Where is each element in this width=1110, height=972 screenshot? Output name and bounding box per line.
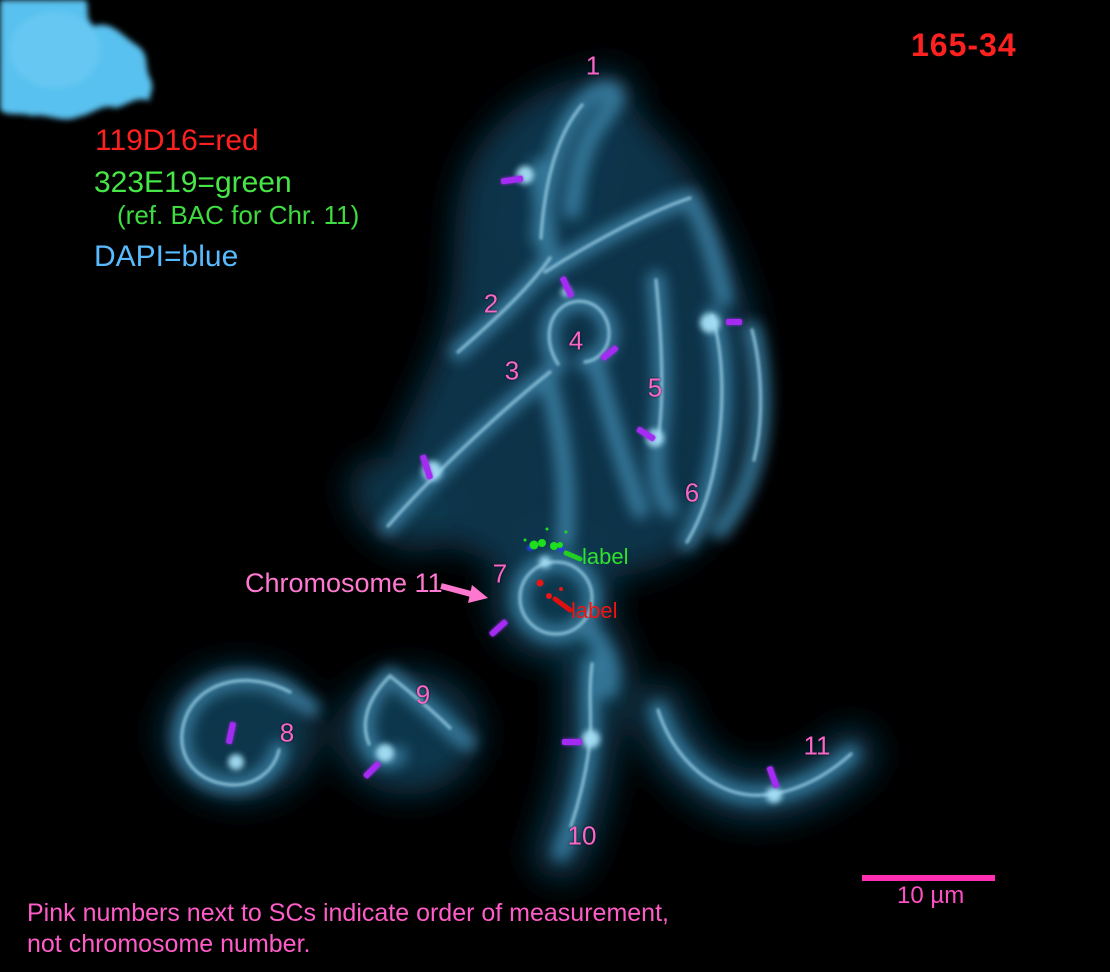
chromosome11-label: Chromosome 11 <box>245 568 443 598</box>
scale-bar <box>862 875 995 881</box>
sc-number-1: 1 <box>585 50 601 81</box>
legend-red-probe: 119D16=red <box>95 124 259 157</box>
red-signal-label: label <box>571 598 618 623</box>
measurement-tick-10 <box>562 739 582 745</box>
red-label-line <box>552 596 573 613</box>
footnote: Pink numbers next to SCs indicate order … <box>27 898 669 960</box>
scale-bar-label: 10 µm <box>897 882 965 909</box>
sc-number-8: 8 <box>279 717 295 748</box>
sc-number-2: 2 <box>483 288 499 319</box>
green-label-line <box>563 550 583 562</box>
sc-number-6: 6 <box>684 477 700 508</box>
sc-number-4: 4 <box>568 325 584 356</box>
footnote-line-1: Pink numbers next to SCs indicate order … <box>27 899 669 927</box>
legend-green-probe: 323E19=green <box>94 166 292 199</box>
sc-cores <box>180 103 853 828</box>
sc-number-11: 11 <box>803 730 831 761</box>
sc-number-5: 5 <box>647 372 663 403</box>
sc-number-3: 3 <box>504 355 520 386</box>
green-bac-signals <box>523 527 583 562</box>
measurement-tick-4 <box>726 319 742 325</box>
green-signal-label: label <box>582 544 629 569</box>
sc-number-10: 10 <box>567 820 597 851</box>
sc-number-9: 9 <box>415 679 431 710</box>
interphase-nucleus-blob <box>0 0 153 120</box>
slide-id: 165-34 <box>911 27 1017 63</box>
footnote-line-2: not chromosome number. <box>27 930 311 958</box>
legend-ref-bac: (ref. BAC for Chr. 11) <box>117 200 360 230</box>
red-bac-signals <box>536 579 573 613</box>
chromosome11-arrow <box>440 583 488 603</box>
legend-dapi: DAPI=blue <box>94 240 239 273</box>
bright-foci <box>228 166 782 803</box>
sc-number-7: 7 <box>492 558 508 589</box>
